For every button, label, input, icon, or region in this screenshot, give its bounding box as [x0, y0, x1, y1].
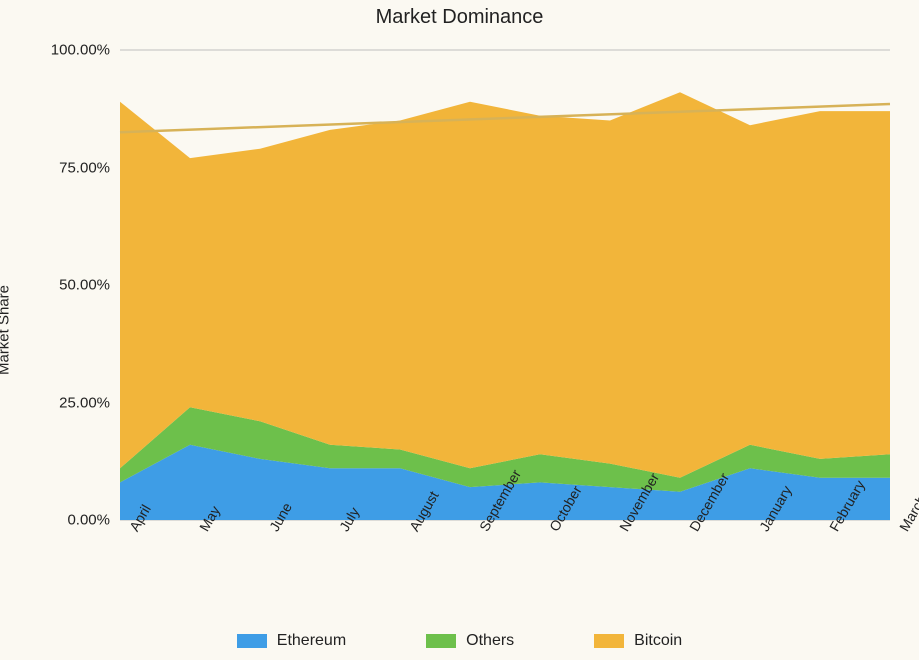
legend-label: Bitcoin — [634, 632, 682, 650]
market-dominance-chart: Market Dominance Market Share 0.00%25.00… — [0, 0, 919, 660]
chart-title: Market Dominance — [0, 6, 919, 29]
legend-item: Ethereum — [237, 632, 346, 650]
legend-swatch — [237, 634, 267, 648]
legend-label: Others — [466, 632, 514, 650]
y-tick-label: 25.00% — [59, 394, 110, 411]
legend-item: Bitcoin — [594, 632, 682, 650]
legend-swatch — [594, 634, 624, 648]
legend-swatch — [426, 634, 456, 648]
legend: Ethereum Others Bitcoin — [0, 632, 919, 650]
y-tick-label: 0.00% — [67, 512, 110, 529]
legend-item: Others — [426, 632, 514, 650]
trend-svg — [120, 50, 890, 520]
y-tick-label: 50.00% — [59, 277, 110, 294]
y-tick-label: 75.00% — [59, 159, 110, 176]
x-tick-label: March — [896, 492, 919, 534]
y-axis-label: Market Share — [0, 285, 13, 375]
legend-label: Ethereum — [277, 632, 346, 650]
plot-area: 0.00%25.00%50.00%75.00%100.00% AprilMayJ… — [120, 50, 890, 520]
y-tick-label: 100.00% — [51, 42, 110, 59]
